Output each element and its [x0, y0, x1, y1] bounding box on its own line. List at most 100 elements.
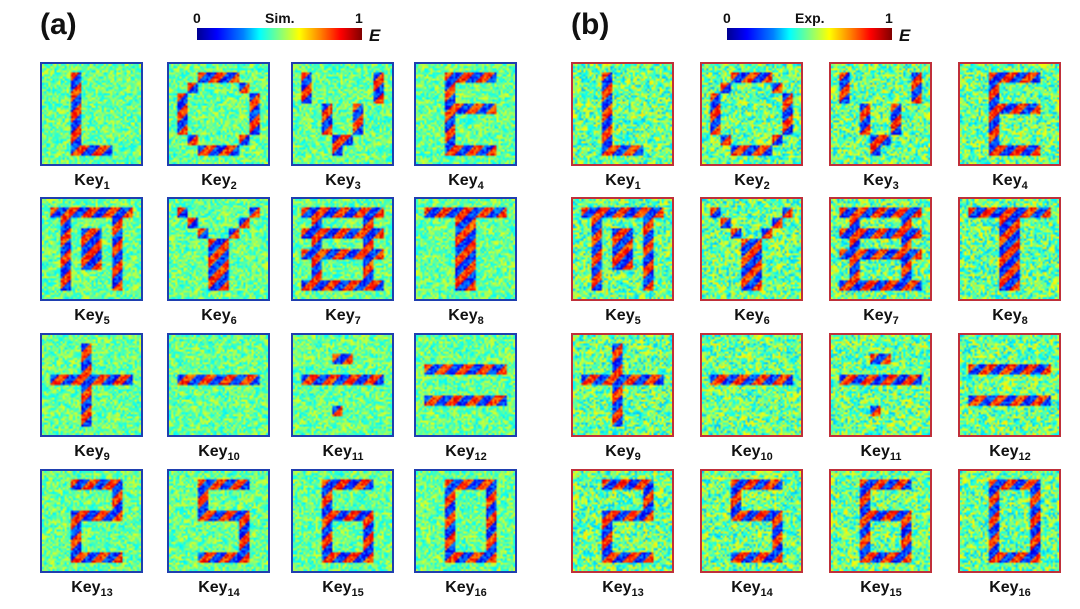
field-map-key-12 — [958, 333, 1061, 437]
key-prefix: Key — [602, 579, 632, 596]
key-prefix: Key — [860, 579, 890, 596]
field-intensity-image — [42, 64, 141, 164]
field-map-key-9 — [40, 333, 143, 437]
key-label: Key5 — [568, 307, 678, 327]
key-label: Key14 — [697, 579, 807, 599]
key-index: 16 — [474, 587, 487, 600]
field-intensity-image — [573, 64, 672, 164]
field-map-key-4 — [958, 62, 1061, 166]
key-label: Key1 — [568, 172, 678, 192]
key-prefix: Key — [201, 307, 231, 324]
key-label: Key3 — [826, 172, 936, 192]
field-intensity-image — [702, 64, 801, 164]
field-intensity-image — [416, 471, 515, 571]
key-label: Key11 — [826, 443, 936, 463]
field-intensity-image — [573, 471, 672, 571]
field-map-key-9 — [571, 333, 674, 437]
key-index: 6 — [230, 315, 237, 328]
key-prefix: Key — [325, 172, 355, 189]
key-prefix: Key — [74, 172, 104, 189]
key-label: Key4 — [955, 172, 1065, 192]
key-prefix: Key — [992, 307, 1022, 324]
key-prefix: Key — [734, 307, 764, 324]
key-label: Key5 — [37, 307, 147, 327]
field-intensity-image — [831, 64, 930, 164]
field-map-key-3 — [829, 62, 932, 166]
colorbar-min-label: 0 — [723, 10, 731, 26]
key-prefix: Key — [74, 307, 104, 324]
field-map-key-7 — [291, 197, 394, 301]
key-label: Key12 — [411, 443, 521, 463]
key-prefix: Key — [863, 172, 893, 189]
field-map-key-16 — [414, 469, 517, 573]
panel-label: (b) — [571, 8, 610, 41]
key-prefix: Key — [448, 172, 478, 189]
key-index: 15 — [889, 587, 902, 600]
key-label: Key16 — [955, 579, 1065, 599]
key-label: Key15 — [288, 579, 398, 599]
key-prefix: Key — [734, 172, 764, 189]
key-label: Key8 — [411, 307, 521, 327]
key-prefix: Key — [605, 443, 635, 460]
field-intensity-image — [573, 199, 672, 299]
field-map-key-7 — [829, 197, 932, 301]
colorbar-quantity-label: E — [369, 26, 381, 45]
key-prefix: Key — [445, 579, 475, 596]
colorbar-title: Exp. — [795, 10, 825, 26]
key-index: 9 — [634, 451, 641, 464]
key-label: Key6 — [164, 307, 274, 327]
field-map-key-11 — [291, 333, 394, 437]
key-prefix: Key — [605, 307, 635, 324]
key-prefix: Key — [71, 579, 101, 596]
key-index: 13 — [100, 587, 113, 600]
key-label: Key7 — [288, 307, 398, 327]
key-prefix: Key — [992, 172, 1022, 189]
key-index: 3 — [354, 180, 361, 193]
key-index: 12 — [474, 451, 487, 464]
key-label: Key12 — [955, 443, 1065, 463]
key-prefix: Key — [445, 443, 475, 460]
key-index: 7 — [354, 315, 361, 328]
field-map-key-6 — [700, 197, 803, 301]
key-prefix: Key — [860, 443, 890, 460]
key-prefix: Key — [605, 172, 635, 189]
field-map-key-12 — [414, 333, 517, 437]
field-intensity-image — [960, 471, 1059, 571]
key-index: 2 — [230, 180, 237, 193]
field-map-key-8 — [414, 197, 517, 301]
field-intensity-image — [960, 64, 1059, 164]
key-index: 1 — [103, 180, 110, 193]
key-prefix: Key — [322, 579, 352, 596]
key-prefix: Key — [863, 307, 893, 324]
key-label: Key3 — [288, 172, 398, 192]
field-map-key-6 — [167, 197, 270, 301]
key-index: 6 — [763, 315, 770, 328]
field-intensity-image — [702, 199, 801, 299]
field-map-key-5 — [571, 197, 674, 301]
field-intensity-image — [42, 471, 141, 571]
key-prefix: Key — [731, 443, 761, 460]
field-map-key-11 — [829, 333, 932, 437]
key-prefix: Key — [198, 443, 228, 460]
key-index: 13 — [631, 587, 644, 600]
key-prefix: Key — [989, 443, 1019, 460]
field-intensity-image — [169, 335, 268, 435]
field-map-key-10 — [167, 333, 270, 437]
panel-label: (a) — [40, 8, 77, 41]
field-intensity-image — [42, 335, 141, 435]
key-index: 11 — [889, 451, 902, 464]
field-intensity-image — [293, 199, 392, 299]
key-index: 15 — [351, 587, 364, 600]
field-intensity-image — [831, 471, 930, 571]
key-index: 7 — [892, 315, 899, 328]
key-index: 10 — [227, 451, 240, 464]
field-map-key-1 — [571, 62, 674, 166]
key-index: 8 — [477, 315, 484, 328]
field-map-key-15 — [291, 469, 394, 573]
field-intensity-image — [960, 199, 1059, 299]
key-prefix: Key — [201, 172, 231, 189]
key-prefix: Key — [74, 443, 104, 460]
key-index: 5 — [634, 315, 641, 328]
key-label: Key14 — [164, 579, 274, 599]
key-prefix: Key — [198, 579, 228, 596]
